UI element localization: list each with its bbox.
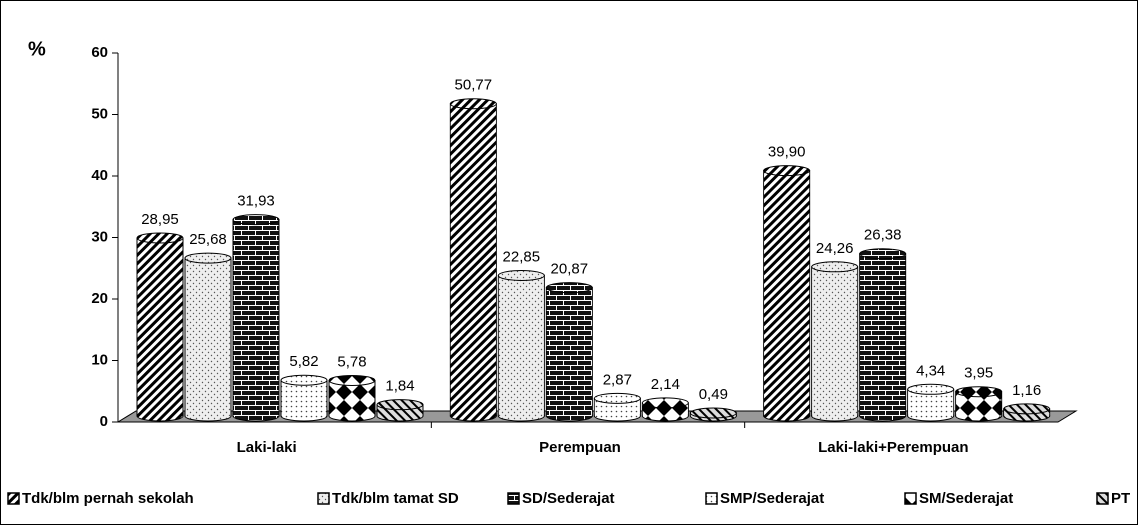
bar-top	[280, 374, 328, 386]
bar-top	[593, 392, 641, 404]
bar	[545, 282, 593, 422]
bar-body-fill	[812, 266, 858, 416]
bar-top	[184, 252, 232, 264]
legend-label: SMP/Sederajat	[720, 490, 824, 507]
bar-body-fill	[281, 380, 327, 416]
bar-top	[328, 374, 376, 386]
legend-swatch	[904, 492, 917, 505]
bar-top	[376, 399, 424, 411]
bar	[497, 269, 545, 422]
bar	[280, 374, 328, 422]
bar	[136, 232, 184, 422]
value-label: 5,82	[289, 353, 318, 370]
bar	[184, 252, 232, 422]
value-label: 26,38	[864, 227, 902, 244]
legend-label: SM/Sederajat	[919, 490, 1013, 507]
x-tick-label: Perempuan	[539, 439, 621, 456]
value-label: 5,78	[337, 353, 366, 370]
y-tick-label: 50	[91, 105, 108, 122]
bar	[593, 392, 641, 422]
bar-body-fill	[764, 170, 810, 416]
value-label: 1,16	[1012, 382, 1041, 399]
legend-swatch	[7, 492, 20, 505]
bar-top	[1003, 403, 1051, 415]
bar	[907, 383, 955, 422]
bar	[449, 98, 497, 422]
bar-top	[955, 386, 1003, 398]
y-tick-label: 40	[91, 167, 108, 184]
y-tick-label: 60	[91, 44, 108, 61]
bar-body-fill	[377, 404, 423, 416]
bar-top	[136, 232, 184, 244]
y-tick-label: 10	[91, 351, 108, 368]
bar-top	[859, 248, 907, 260]
bar-body-fill	[185, 258, 231, 416]
y-tick-label: 20	[91, 290, 108, 307]
value-label: 20,87	[551, 261, 589, 278]
bar-top	[811, 261, 859, 273]
bar	[1003, 403, 1051, 422]
bar	[376, 399, 424, 422]
bar-top	[232, 214, 280, 226]
y-tick-label: 30	[91, 228, 108, 245]
legend-label: SD/Sederajat	[522, 490, 615, 507]
bar-top	[545, 282, 593, 294]
value-label: 4,34	[916, 362, 945, 379]
value-label: 25,68	[189, 231, 227, 248]
legend-swatch	[507, 492, 520, 505]
bar-body-fill	[860, 253, 906, 416]
x-tick-label: Laki-laki	[237, 439, 297, 456]
bar-body-fill	[233, 219, 279, 416]
y-tick-label: 0	[100, 413, 108, 430]
bar	[689, 407, 737, 422]
value-label: 2,14	[651, 376, 680, 393]
bar-top	[907, 383, 955, 395]
legend-label: Tdk/blm tamat SD	[332, 490, 459, 507]
bar	[232, 214, 280, 422]
value-label: 28,95	[141, 211, 179, 228]
value-label: 31,93	[237, 193, 275, 210]
legend-label: Tdk/blm pernah sekolah	[22, 490, 194, 507]
bar	[763, 165, 811, 422]
legend-swatch	[705, 492, 718, 505]
bar	[328, 374, 376, 422]
bar-top	[641, 397, 689, 409]
legend-swatch	[1096, 492, 1109, 505]
value-label: 22,85	[503, 248, 541, 265]
bar-top	[449, 98, 497, 110]
x-tick-label: Laki-laki+Perempuan	[818, 439, 968, 456]
bar	[955, 386, 1003, 422]
bar-top	[763, 165, 811, 177]
bar	[641, 397, 689, 422]
bar-body-fill	[450, 103, 496, 417]
bar	[811, 261, 859, 422]
y-axis-label: %	[28, 38, 46, 60]
legend-swatch	[317, 492, 330, 505]
value-label: 50,77	[455, 77, 493, 94]
bar-body-fill	[137, 237, 183, 416]
bar-top	[497, 269, 545, 281]
value-label: 2,87	[603, 371, 632, 388]
legend-label: PT	[1111, 490, 1130, 507]
value-label: 1,84	[385, 378, 414, 395]
bar-body-fill	[498, 275, 544, 416]
value-label: 0,49	[699, 386, 728, 403]
bar	[859, 248, 907, 422]
value-label: 39,90	[768, 144, 806, 161]
value-label: 24,26	[816, 240, 854, 257]
bar-top	[689, 407, 737, 419]
value-label: 3,95	[964, 365, 993, 382]
bar-body-fill	[329, 380, 375, 416]
bar-body-fill	[546, 287, 592, 416]
